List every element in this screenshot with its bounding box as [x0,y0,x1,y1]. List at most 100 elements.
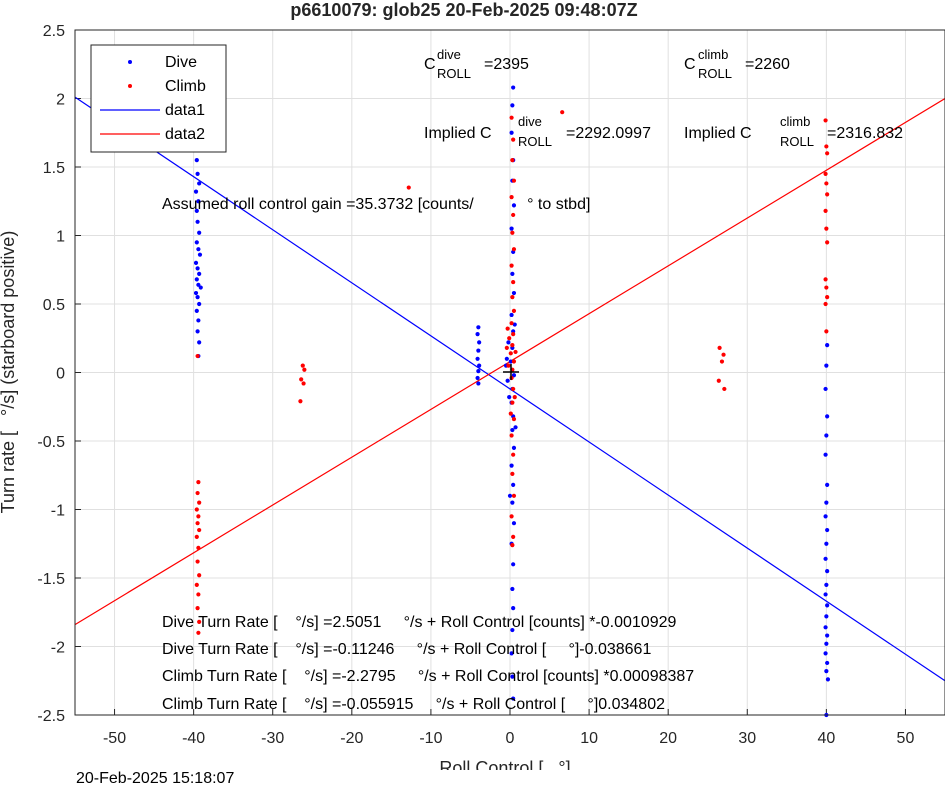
point-dive [824,582,829,587]
legend-label-climb: Climb [165,78,206,95]
point-climb [196,480,201,485]
point-dive [511,482,516,487]
y-tick-label: 1 [56,229,65,246]
point-climb [513,349,518,355]
point-climb [299,377,304,382]
point-climb [196,592,201,597]
implied-dive-annotation: Implied C dive ROLL =2292.0997 [424,114,651,149]
x-tick-labels: -50 -40 -30 -20 -10 0 10 20 30 40 50 [103,730,914,747]
point-dive [196,282,201,287]
point-dive [513,425,518,430]
point-dive [193,260,199,265]
point-climb [511,212,516,218]
point-dive [823,625,828,630]
point-climb [197,500,202,505]
point-climb [719,359,725,364]
implied-climb-value: =2316.832 [827,125,903,142]
point-dive [825,633,830,638]
point-dive [194,277,199,282]
point-dive [825,414,830,419]
point-dive [823,651,828,656]
point-dive [194,208,199,213]
point-climb [825,151,830,156]
point-climb [194,507,199,512]
croll-dive-annotation: C dive ROLL =2395 [424,47,529,81]
point-dive [511,85,516,90]
point-climb [511,279,516,285]
point-dive [475,356,480,361]
point-dive [511,203,517,208]
point-dive [476,381,481,386]
point-dive [197,252,203,257]
point-dive [506,340,511,345]
x-tick-label: 20 [659,730,677,747]
point-climb [298,399,303,404]
point-climb [511,359,517,364]
implied-dive-sup: dive [518,114,542,129]
croll-climb-value: =2260 [745,56,790,73]
croll-dive-sub: ROLL [437,66,471,81]
point-climb [509,115,514,120]
y-tick-label: -2.5 [37,708,65,725]
point-dive [510,627,515,633]
point-dive [195,329,200,334]
point-dive [194,240,199,245]
point-climb [196,514,201,519]
croll-climb-c: C [684,56,696,73]
point-climb [195,606,200,611]
point-climb [509,195,514,200]
point-climb [507,336,512,341]
x-tick-label: 40 [817,730,835,747]
x-tick-label: 50 [897,730,915,747]
point-dive [824,669,829,674]
point-climb [506,363,511,368]
point-climb [716,378,721,383]
point-climb [511,308,517,313]
point-dive [507,493,513,498]
roll-gain-annotation: Assumed roll control gain =35.3732 [coun… [162,196,590,213]
point-dive [509,651,514,656]
point-dive [475,375,480,381]
point-climb [508,411,513,416]
point-climb [300,363,305,368]
point-dive [193,290,199,296]
implied-climb-sub: ROLL [780,134,814,149]
legend-marker-climb [128,84,132,88]
point-climb [512,395,517,400]
point-climb [717,345,722,350]
legend-label-dive: Dive [165,54,197,71]
point-climb [194,534,199,540]
point-dive [504,356,509,361]
point-dive [195,219,200,224]
y-tick-label: -1 [51,503,65,520]
point-climb [721,352,726,357]
dive-fit-degrees: Dive Turn Rate [ °/s] =-0.11246 °/s + Ro… [162,641,651,658]
point-dive [511,696,516,701]
point-dive [476,369,481,374]
implied-climb-c: Implied C [684,125,752,142]
point-dive [823,592,828,597]
point-dive [197,181,202,186]
x-tick-label: 0 [506,730,515,747]
point-dive [511,606,516,611]
point-climb [195,353,200,359]
data-points [193,78,831,718]
point-climb [823,208,828,213]
point-climb [823,301,828,307]
point-dive [510,500,515,505]
point-climb [301,381,306,386]
y-tick-labels: 2.5 2 1.5 1 0.5 0 -0.5 -1 -1.5 -2 -2.5 [37,23,65,725]
point-climb [825,295,830,300]
point-dive [476,348,481,353]
point-climb [824,144,829,149]
y-tick-label: -0.5 [37,434,65,451]
y-tick-label: 0 [56,366,65,383]
point-dive [509,226,514,231]
point-dive [509,463,514,468]
point-climb [406,185,411,190]
point-dive [510,271,515,276]
point-dive [477,340,482,345]
legend-label-data1: data1 [165,102,205,119]
point-dive [510,427,515,433]
point-dive [194,158,199,163]
